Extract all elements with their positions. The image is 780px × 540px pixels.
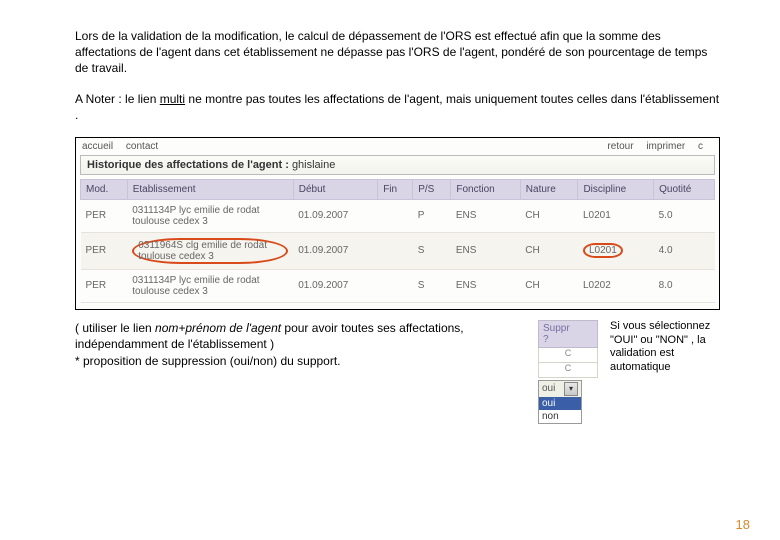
- text: A Noter : le lien: [75, 92, 160, 106]
- table-cell: PER: [81, 199, 128, 232]
- auto-validation-note: Si vous sélectionnez "OUI" ou "NON" , la…: [610, 320, 720, 424]
- suppr-cell: C: [538, 348, 598, 363]
- table-cell: 8.0: [654, 269, 715, 302]
- table-cell: 01.09.2007: [293, 232, 377, 269]
- affectations-table: Mod.EtablissementDébutFinP/SFonctionNatu…: [80, 179, 715, 303]
- agent-link-hint: nom+prénom de l'agent: [155, 321, 281, 335]
- table-cell: L0202: [578, 269, 654, 302]
- suppr-column: Suppr ? C C oui ▾ oui non: [538, 320, 598, 424]
- suppr-cell: C: [538, 363, 598, 378]
- table-cell: S: [413, 232, 451, 269]
- table-cell: [378, 269, 413, 302]
- table-header-row: Mod.EtablissementDébutFinP/SFonctionNatu…: [81, 179, 715, 199]
- table-cell: ENS: [451, 232, 520, 269]
- table-header: Nature: [520, 179, 578, 199]
- table-header: Discipline: [578, 179, 654, 199]
- multi-link[interactable]: multi: [160, 92, 185, 106]
- table-row: PER0311134P lyc emilie de rodat toulouse…: [81, 269, 715, 302]
- table-cell: PER: [81, 269, 128, 302]
- table-cell: 0311134P lyc emilie de rodat toulouse ce…: [127, 199, 293, 232]
- history-name: ghislaine: [292, 159, 335, 171]
- paragraph-2: A Noter : le lien multi ne montre pas to…: [75, 91, 720, 123]
- table-header: P/S: [413, 179, 451, 199]
- page-number: 18: [736, 517, 750, 532]
- table-cell: ENS: [451, 269, 520, 302]
- dropdown-selected: oui: [542, 383, 555, 394]
- top-nav: accueil contact retour imprimer c: [76, 138, 719, 152]
- table-cell: 01.09.2007: [293, 199, 377, 232]
- suppr-label: Suppr: [543, 323, 570, 334]
- table-row: PER0311134P lyc emilie de rodat toulouse…: [81, 199, 715, 232]
- table-header: Fin: [378, 179, 413, 199]
- paragraph-3: ( utiliser le lien nom+prénom de l'agent…: [75, 320, 526, 352]
- nav-imprimer[interactable]: imprimer: [646, 141, 685, 152]
- nav-contact[interactable]: contact: [126, 141, 158, 152]
- suppr-header: Suppr ?: [538, 320, 598, 348]
- table-header: Début: [293, 179, 377, 199]
- nav-extra: c: [698, 141, 703, 152]
- table-cell: 4.0: [654, 232, 715, 269]
- table-header: Fonction: [451, 179, 520, 199]
- table-header: Quotité: [654, 179, 715, 199]
- text: ( utiliser le lien: [75, 321, 155, 335]
- table-cell: ENS: [451, 199, 520, 232]
- table-cell: PER: [81, 232, 128, 269]
- dropdown-option-highlight[interactable]: oui: [539, 397, 581, 410]
- table-cell: L0201: [578, 199, 654, 232]
- suppr-dropdown[interactable]: oui ▾ oui non: [538, 380, 582, 424]
- dropdown-option[interactable]: non: [539, 410, 581, 423]
- table-row: PER0311964S clg emilie de rodat toulouse…: [81, 232, 715, 269]
- table-cell: 0311134P lyc emilie de rodat toulouse ce…: [127, 269, 293, 302]
- table-header: Mod.: [81, 179, 128, 199]
- table-cell: 0311964S clg emilie de rodat toulouse ce…: [127, 232, 293, 269]
- paragraph-1: Lors de la validation de la modification…: [75, 28, 720, 77]
- table-cell: CH: [520, 199, 578, 232]
- table-cell: [378, 232, 413, 269]
- suppr-q: ?: [543, 334, 549, 345]
- nav-retour[interactable]: retour: [607, 141, 633, 152]
- table-cell: [378, 199, 413, 232]
- table-cell: S: [413, 269, 451, 302]
- table-cell: L0201: [578, 232, 654, 269]
- table-cell: 01.09.2007: [293, 269, 377, 302]
- table-cell: P: [413, 199, 451, 232]
- table-cell: CH: [520, 232, 578, 269]
- table-header: Etablissement: [127, 179, 293, 199]
- table-cell: CH: [520, 269, 578, 302]
- screenshot-panel: accueil contact retour imprimer c Histor…: [75, 137, 720, 310]
- nav-accueil[interactable]: accueil: [82, 141, 113, 152]
- history-title-bar: Historique des affectations de l'agent :…: [80, 155, 715, 175]
- history-label: Historique des affectations de l'agent :: [87, 159, 289, 171]
- paragraph-4: * proposition de suppression (oui/non) d…: [75, 354, 526, 368]
- table-cell: 5.0: [654, 199, 715, 232]
- chevron-down-icon[interactable]: ▾: [564, 382, 578, 396]
